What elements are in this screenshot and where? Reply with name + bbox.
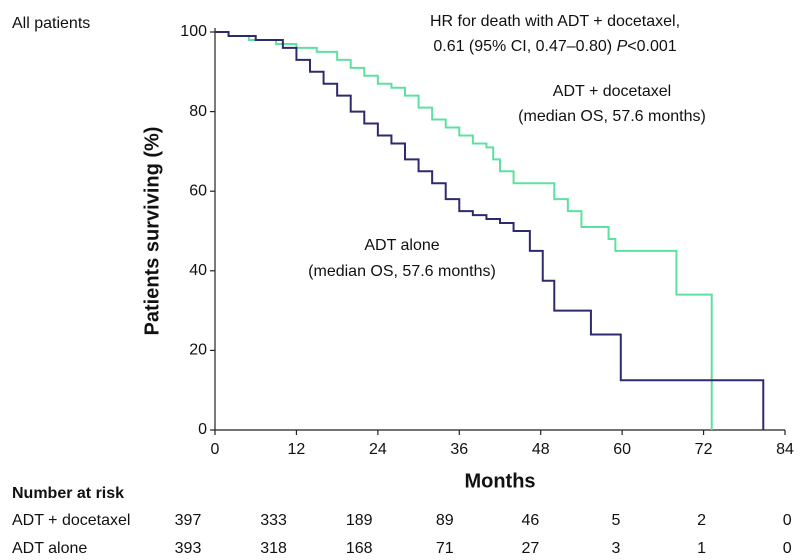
- risk-count: 0: [783, 540, 792, 557]
- risk-count: 5: [612, 512, 621, 529]
- risk-count: 46: [522, 512, 540, 529]
- hr-p: P: [617, 38, 628, 55]
- y-tick-label: 40: [189, 262, 207, 279]
- risk-row-label: ADT alone: [12, 540, 87, 557]
- subset-label: All patients: [12, 15, 90, 32]
- y-tick-label: 60: [189, 182, 207, 199]
- x-tick-label: 72: [695, 441, 713, 458]
- x-tick-label: 0: [211, 441, 220, 458]
- risk-count: 397: [175, 512, 202, 529]
- risk-count: 318: [260, 540, 287, 557]
- risk-count: 1: [697, 540, 706, 557]
- x-tick-label: 24: [369, 441, 387, 458]
- x-axis-title: Months: [464, 470, 535, 492]
- risk-count: 333: [260, 512, 287, 529]
- hr-text: 0.61 (95% CI, 0.47–0.80): [433, 38, 616, 55]
- risk-count: 0: [783, 512, 792, 529]
- survival-curve: [215, 31, 713, 430]
- hr-annotation: 0.61 (95% CI, 0.47–0.80) P<0.001: [433, 38, 676, 55]
- risk-row-label: ADT + docetaxel: [12, 512, 130, 529]
- series-annotation: ADT alone: [364, 237, 439, 254]
- x-tick-label: 36: [450, 441, 468, 458]
- risk-count: 2: [697, 512, 706, 529]
- risk-table-title: Number at risk: [12, 485, 124, 502]
- y-tick-label: 20: [189, 342, 207, 359]
- y-axis-title: Patients surviving (%): [141, 127, 163, 336]
- risk-count: 27: [522, 540, 540, 557]
- risk-count: 89: [436, 512, 454, 529]
- survival-curve: [215, 31, 765, 430]
- y-tick-label: 100: [180, 23, 207, 40]
- risk-count: 168: [346, 540, 373, 557]
- x-tick-label: 48: [532, 441, 550, 458]
- risk-count: 3: [612, 540, 621, 557]
- y-tick-label: 0: [198, 421, 207, 438]
- risk-count: 189: [346, 512, 373, 529]
- risk-count: 71: [436, 540, 454, 557]
- series-annotation: (median OS, 57.6 months): [518, 108, 706, 125]
- hr-p-value: <0.001: [627, 38, 676, 55]
- x-tick-label: 12: [288, 441, 306, 458]
- y-tick-label: 80: [189, 103, 207, 120]
- x-tick-label: 84: [776, 441, 794, 458]
- risk-count: 393: [175, 540, 202, 557]
- x-tick-label: 60: [613, 441, 631, 458]
- series-annotation: ADT + docetaxel: [553, 83, 671, 100]
- series-annotation: (median OS, 57.6 months): [308, 263, 496, 280]
- hr-annotation: HR for death with ADT + docetaxel,: [430, 13, 680, 30]
